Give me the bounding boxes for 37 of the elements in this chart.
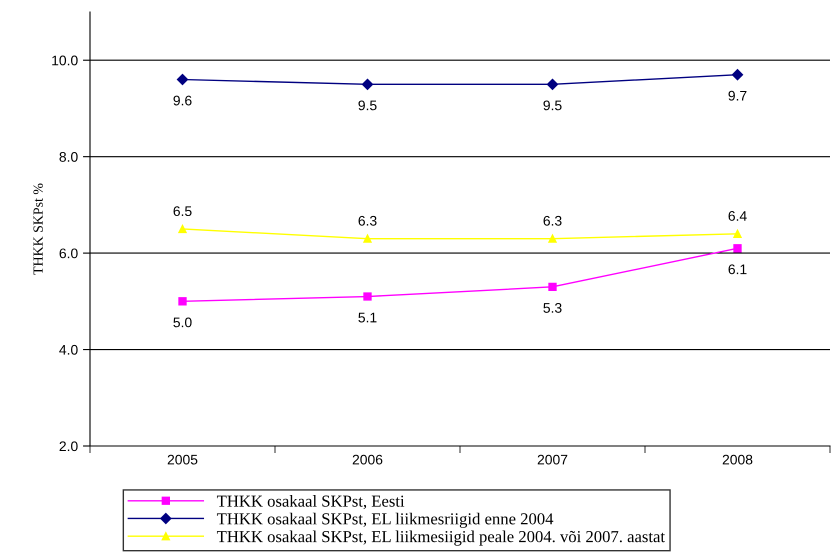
- data-label: 5.3: [543, 302, 562, 313]
- point: [178, 224, 187, 234]
- point: [732, 69, 744, 80]
- data-label: 9.5: [358, 100, 377, 110]
- y-tick-label: 2.0: [60, 441, 78, 452]
- x-tick-label: 2007: [538, 454, 568, 465]
- point: [362, 78, 374, 90]
- point: [733, 244, 742, 252]
- x-tick-label: 2006: [352, 454, 382, 465]
- data-label: 5.1: [358, 312, 376, 322]
- point: [548, 234, 557, 243]
- data-label: 6.3: [358, 216, 377, 226]
- point: [363, 234, 372, 243]
- point: [176, 74, 188, 86]
- data-label: 6.3: [544, 216, 562, 226]
- point: [363, 292, 372, 301]
- point: [733, 230, 742, 238]
- x-tick-label: 2005: [168, 454, 198, 465]
- data-label: 9.5: [544, 100, 562, 110]
- y-axis-title: THKK SKPst %: [33, 184, 43, 275]
- x-tick-label: 2008: [722, 454, 752, 465]
- data-label: 6.5: [174, 206, 192, 216]
- data-label: 9.6: [174, 96, 192, 106]
- point: [546, 78, 558, 90]
- y-tick-label: 8.0: [59, 152, 78, 162]
- data-label: 9.7: [728, 90, 746, 101]
- y-tick-label: 6.0: [60, 248, 78, 258]
- point: [178, 297, 187, 306]
- data-label: 5.0: [173, 317, 192, 328]
- y-tick-label: 10.0: [52, 56, 78, 66]
- y-tick-label: 4.0: [59, 344, 78, 355]
- data-label: 6.1: [728, 264, 746, 274]
- point: [548, 282, 557, 292]
- legend-label: THKK osakaal SKPst, EL liikmesriigid enne 2004: [216, 512, 554, 528]
- data-label: 6.4: [728, 211, 747, 221]
- legend-label: THKK osakaal SKPst, EL liikmesiigid peale 2004. või 2007. aastat: [216, 530, 665, 546]
- legend-label: THKK osakaal SKPst, Eesti: [216, 495, 404, 510]
